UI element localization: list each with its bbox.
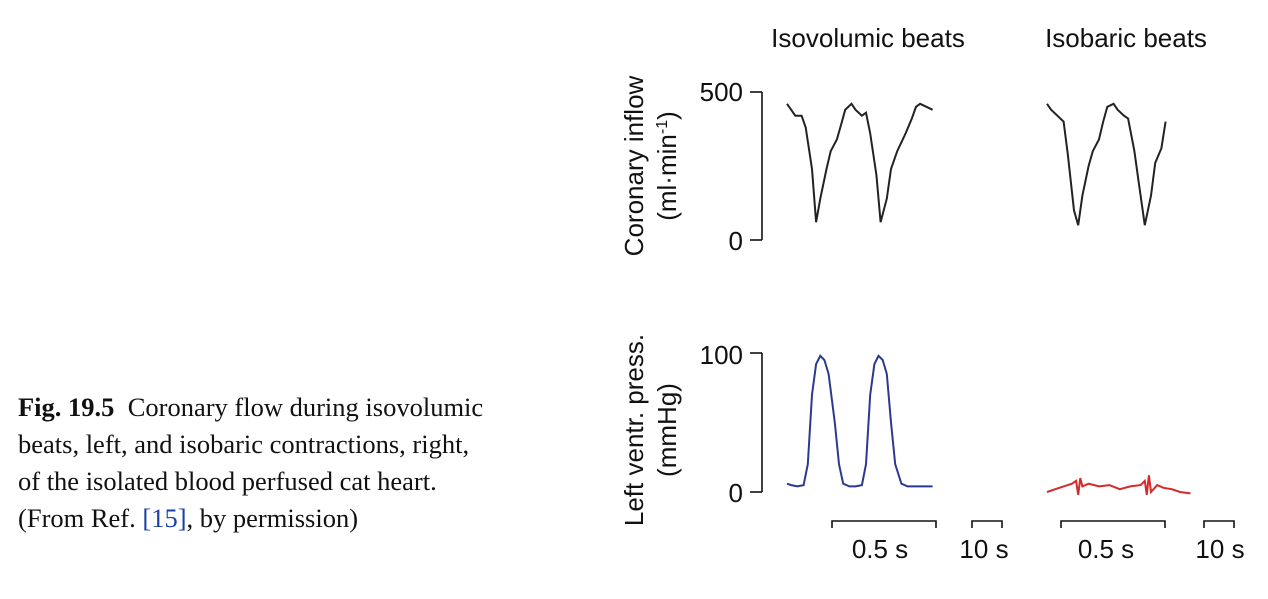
pressure-ytick-100: 100: [700, 340, 743, 370]
flow-yunit-exp: -1: [654, 120, 671, 134]
flow-trace-isobaric: [1046, 102, 1167, 226]
scale-bar-isovolumic-0-5s: [831, 520, 937, 528]
reference-link[interactable]: [15]: [142, 503, 187, 533]
flow-ylabel: Coronary inflow: [619, 75, 649, 256]
scale-label-isobaric-10s: 10 s: [1195, 534, 1244, 564]
pressure-trace-isobaric: [1046, 475, 1191, 495]
figure-label: Fig. 19.5: [18, 392, 115, 422]
scale-label-isovolumic-10s: 10 s: [959, 534, 1008, 564]
flow-ytick-500: 500: [700, 77, 743, 107]
time-scale-bars: [831, 520, 1235, 528]
scale-bar-isobaric-10s: [1203, 520, 1235, 528]
scale-label-isobaric-0-5s: 0.5 s: [1078, 534, 1134, 564]
pressure-y-axis: [750, 352, 763, 493]
flow-yunit: (ml·min-1): [652, 111, 682, 221]
scale-bar-isovolumic-10s: [971, 520, 1003, 528]
flow-yunit-suffix: ): [652, 111, 682, 120]
panel-title-isovolumic: Isovolumic beats: [771, 23, 965, 53]
caption-text-end: , by permission): [186, 503, 359, 533]
pressure-trace-isovolumic: [786, 354, 933, 488]
scale-label-isovolumic-0-5s: 0.5 s: [852, 534, 908, 564]
scale-bar-isobaric-0-5s: [1060, 520, 1166, 528]
panel-title-isobaric: Isobaric beats: [1045, 23, 1207, 53]
pressure-yunit: (mmHg): [652, 383, 682, 477]
pressure-ytick-0: 0: [729, 478, 743, 508]
flow-ytick-0: 0: [729, 226, 743, 256]
pressure-yunit-text: (mmHg): [652, 383, 682, 477]
flow-yunit-prefix: (ml·min: [652, 134, 682, 221]
figure-caption: Fig. 19.5 Coronary flow during isovolumi…: [18, 389, 488, 537]
pressure-ylabel-text: Left ventr. press.: [619, 334, 649, 526]
caption-text: Coronary flow during isovolumic beats, l…: [18, 392, 484, 533]
flow-ylabel-text: Coronary inflow: [619, 75, 649, 256]
flow-yunit-text: (ml·min-1): [652, 111, 682, 221]
pressure-ylabel: Left ventr. press.: [619, 334, 649, 526]
flow-y-axis: [750, 91, 763, 241]
flow-trace-isovolumic: [786, 102, 934, 223]
